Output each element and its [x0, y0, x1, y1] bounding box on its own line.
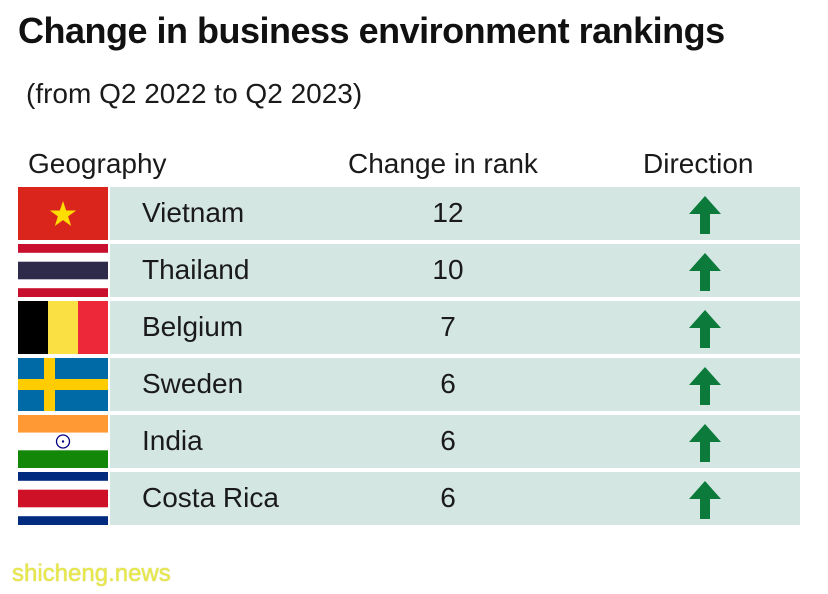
arrow-up-icon — [688, 423, 722, 463]
geography-name: India — [142, 425, 203, 456]
table-row: Costa Rica 6 — [18, 472, 800, 525]
geography-name: Vietnam — [142, 197, 245, 228]
row-band — [110, 301, 800, 354]
table-row: Vietnam 12 — [18, 187, 800, 240]
sweden-flag — [18, 358, 108, 411]
row-band — [110, 244, 800, 297]
change-in-rank-value: 12 — [432, 197, 464, 228]
arrow-up-icon — [688, 252, 722, 292]
change-in-rank-value: 6 — [440, 368, 456, 399]
table-row: Thailand 10 — [18, 244, 800, 297]
thailand-flag — [18, 244, 108, 297]
column-header-geography: Geography — [28, 148, 167, 179]
arrow-up-icon — [688, 366, 722, 406]
chart-title: Change in business environment rankings — [18, 10, 725, 51]
table-row: Belgium 7 — [18, 301, 800, 354]
arrow-up-icon — [688, 195, 722, 235]
row-band — [110, 187, 800, 240]
change-in-rank-value: 7 — [440, 311, 456, 342]
ranking-table: Vietnam 12 Thailand 10 Belgium 7 Sweden 6 India 6… — [18, 187, 800, 529]
row-band — [110, 415, 800, 468]
costa-rica-flag — [18, 472, 108, 525]
arrow-up-icon — [688, 480, 722, 520]
belgium-flag — [18, 301, 108, 354]
table-row: India 6 — [18, 415, 800, 468]
geography-name: Sweden — [142, 368, 244, 399]
column-header-direction: Direction — [643, 148, 754, 179]
chart-subtitle: (from Q2 2022 to Q2 2023) — [26, 78, 363, 109]
geography-name: Thailand — [142, 254, 250, 285]
geography-name: Costa Rica — [142, 482, 279, 513]
change-in-rank-value: 6 — [440, 482, 456, 513]
arrow-up-icon — [688, 309, 722, 349]
row-band — [110, 358, 800, 411]
watermark: shicheng.news — [12, 560, 171, 587]
column-header-change-in-rank: Change in rank — [348, 148, 538, 179]
geography-name: Belgium — [142, 311, 244, 342]
india-flag — [18, 415, 108, 468]
change-in-rank-value: 6 — [440, 425, 456, 456]
change-in-rank-value: 10 — [432, 254, 464, 285]
table-row: Sweden 6 — [18, 358, 800, 411]
row-band — [110, 472, 800, 525]
vietnam-flag — [18, 187, 108, 240]
